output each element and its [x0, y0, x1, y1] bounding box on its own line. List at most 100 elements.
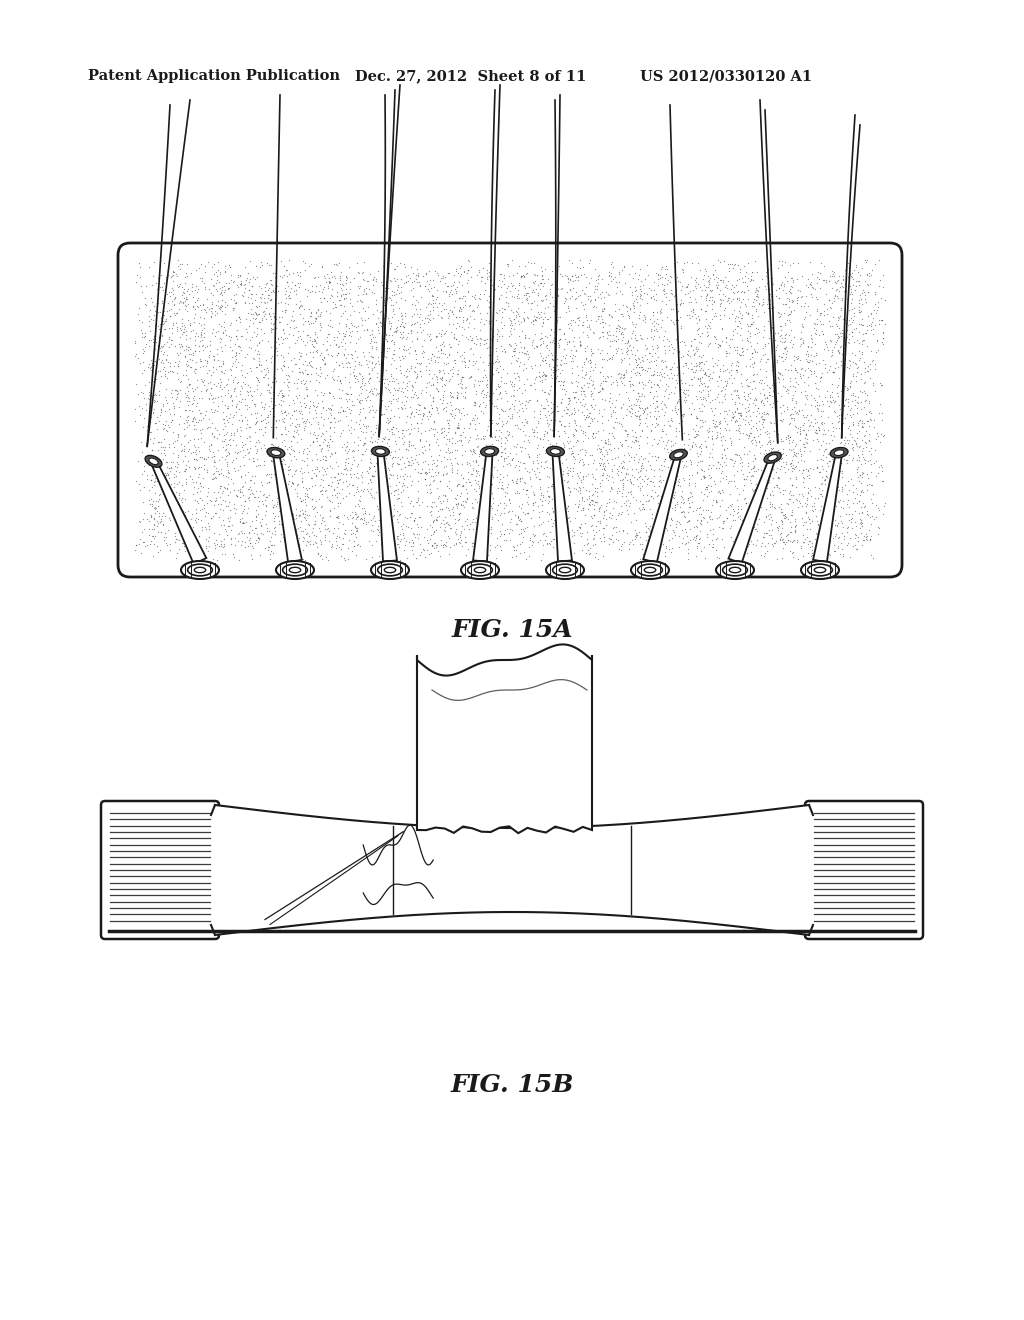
- Point: [212, 282, 228, 304]
- Point: [708, 411, 724, 432]
- Point: [316, 519, 333, 540]
- Point: [500, 293, 516, 314]
- Point: [330, 342, 346, 363]
- Point: [784, 384, 801, 405]
- Point: [428, 510, 444, 531]
- Point: [592, 342, 608, 363]
- Point: [438, 441, 455, 462]
- Point: [515, 354, 531, 375]
- Point: [142, 421, 159, 442]
- Point: [439, 352, 456, 374]
- Point: [758, 279, 774, 300]
- Point: [643, 326, 659, 347]
- Point: [234, 512, 251, 533]
- Point: [220, 467, 237, 488]
- Point: [142, 385, 159, 407]
- Point: [787, 403, 804, 424]
- Point: [500, 446, 516, 467]
- Point: [552, 465, 568, 486]
- Point: [425, 512, 441, 533]
- Point: [147, 496, 164, 517]
- Point: [468, 466, 484, 487]
- Point: [838, 309, 854, 330]
- Point: [723, 449, 739, 470]
- Point: [364, 432, 380, 453]
- Point: [663, 541, 679, 562]
- Point: [156, 356, 172, 378]
- Point: [702, 475, 719, 496]
- Point: [874, 425, 891, 446]
- Point: [273, 523, 290, 544]
- Point: [757, 333, 773, 354]
- Point: [717, 444, 733, 465]
- Point: [331, 313, 347, 334]
- Point: [312, 438, 329, 459]
- Point: [155, 396, 171, 417]
- Point: [556, 510, 572, 531]
- Point: [531, 461, 548, 482]
- Point: [393, 391, 410, 412]
- Point: [555, 371, 571, 392]
- Point: [660, 414, 677, 436]
- Point: [217, 319, 233, 341]
- Point: [423, 504, 439, 525]
- Point: [758, 459, 774, 480]
- Point: [718, 469, 734, 490]
- Point: [212, 284, 228, 305]
- Point: [482, 516, 499, 537]
- Point: [248, 500, 264, 521]
- Point: [452, 532, 468, 553]
- Point: [588, 459, 604, 480]
- Point: [648, 289, 665, 310]
- Point: [398, 391, 415, 412]
- Point: [301, 352, 317, 374]
- Point: [188, 392, 205, 413]
- Point: [440, 525, 457, 546]
- Point: [271, 334, 288, 355]
- Point: [787, 434, 804, 455]
- Point: [159, 527, 175, 548]
- Point: [813, 483, 829, 504]
- Point: [787, 389, 804, 411]
- Point: [329, 535, 345, 556]
- Point: [435, 465, 452, 486]
- Point: [687, 405, 703, 426]
- Point: [851, 290, 867, 312]
- Point: [834, 375, 850, 396]
- Point: [147, 503, 164, 524]
- Point: [599, 444, 615, 465]
- Point: [147, 363, 164, 384]
- Point: [608, 482, 625, 503]
- Point: [830, 342, 847, 363]
- Point: [437, 531, 454, 552]
- Point: [474, 267, 490, 288]
- Point: [178, 339, 195, 360]
- Point: [299, 285, 315, 306]
- Point: [562, 480, 579, 502]
- Point: [177, 540, 194, 561]
- Point: [734, 513, 751, 535]
- Point: [176, 436, 193, 457]
- Point: [750, 529, 766, 550]
- Point: [609, 314, 626, 335]
- Point: [877, 289, 893, 310]
- Point: [578, 543, 594, 564]
- Point: [190, 296, 207, 317]
- Point: [245, 313, 261, 334]
- Point: [364, 453, 380, 474]
- Point: [854, 535, 870, 556]
- Point: [394, 347, 411, 368]
- Point: [694, 507, 711, 528]
- Point: [173, 487, 189, 508]
- Point: [466, 333, 482, 354]
- Point: [304, 475, 321, 496]
- Point: [267, 318, 284, 339]
- Point: [193, 368, 209, 389]
- Point: [712, 413, 728, 434]
- Point: [566, 388, 583, 409]
- Point: [559, 463, 575, 484]
- Point: [447, 524, 464, 545]
- Point: [877, 314, 893, 335]
- Point: [227, 348, 244, 370]
- Point: [261, 284, 278, 305]
